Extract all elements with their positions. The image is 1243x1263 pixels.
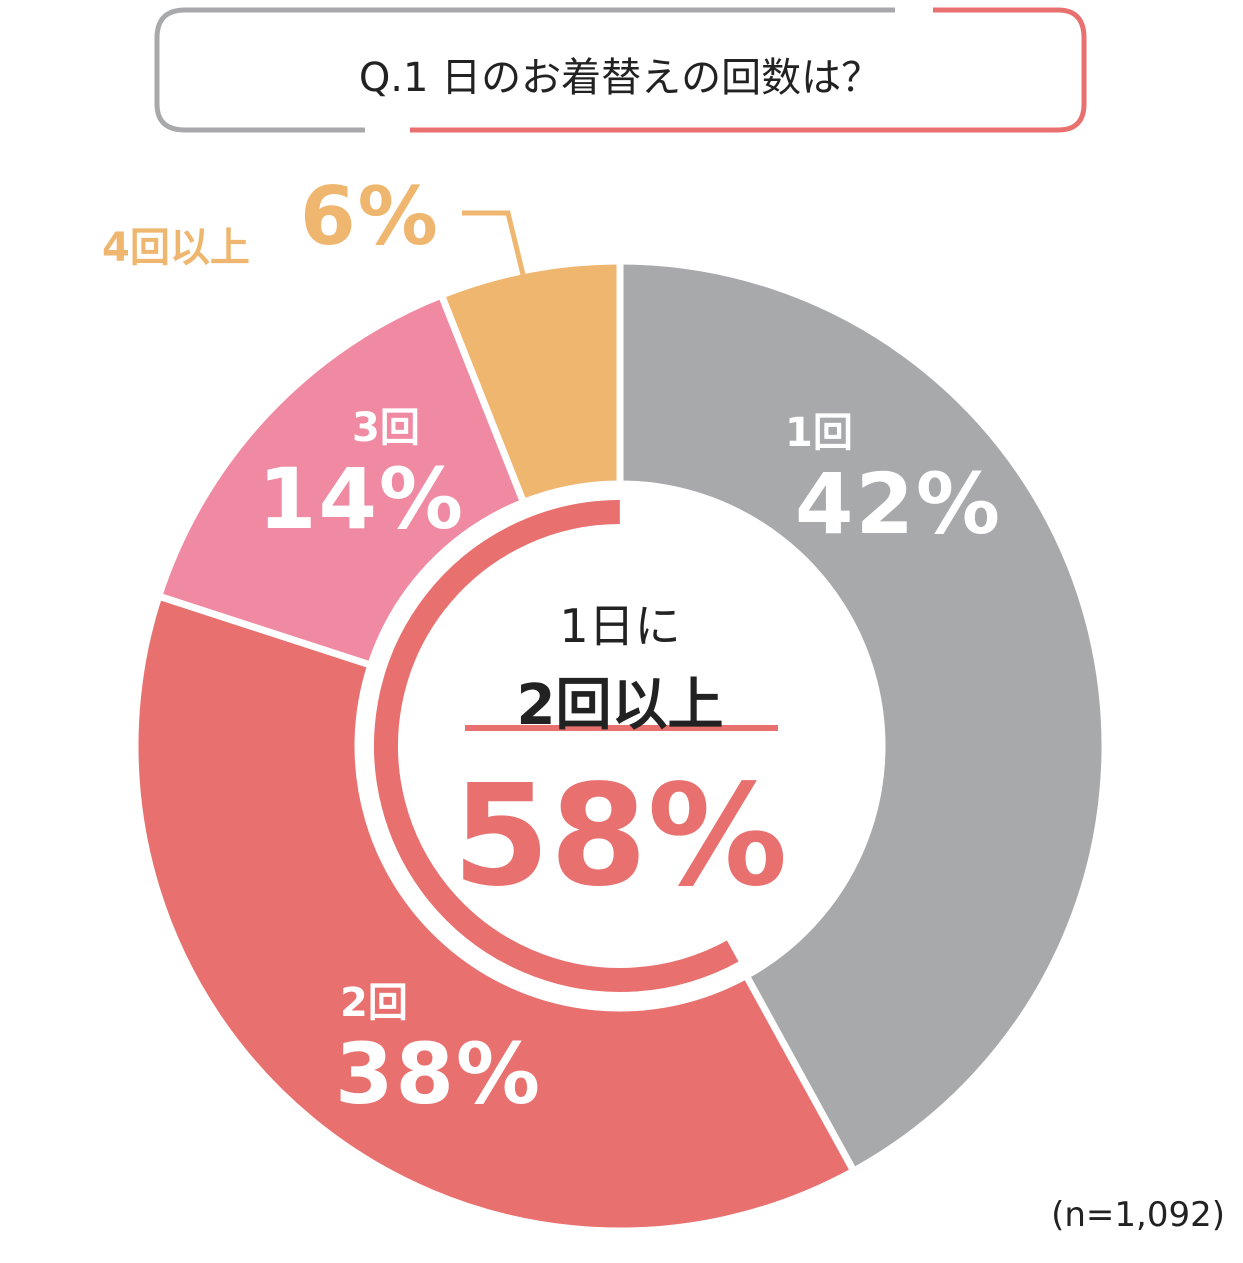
slice-4 (436, 257, 624, 507)
slice-3 (154, 290, 529, 670)
label-cat-3: 3回 (352, 405, 420, 451)
title-frame-red (410, 7, 1087, 133)
label-pct-4: 6% (300, 170, 440, 263)
center-arc-58 (374, 500, 739, 992)
label-cat-1: 1回 (785, 410, 853, 456)
leader-line-4 (462, 210, 531, 296)
label-cat-4: 4回以上 (102, 225, 250, 271)
title-frame-gray (154, 7, 895, 133)
label-cat-2: 2回 (340, 980, 408, 1026)
label-pct-2: 38% (335, 1025, 543, 1123)
label-pct-1: 42% (795, 455, 1003, 553)
center-line1: 1日に (559, 599, 681, 653)
center-value: 58% (452, 755, 788, 918)
center-line2: 2回以上 (516, 673, 724, 738)
chart-title: Q.1 日のお着替えの回数は？ (358, 55, 882, 101)
sample-size-note: (n=1,092) (1051, 1195, 1225, 1235)
label-pct-3: 14% (258, 450, 466, 548)
slice-1 (616, 257, 1109, 1176)
slice-2 (131, 591, 859, 1235)
